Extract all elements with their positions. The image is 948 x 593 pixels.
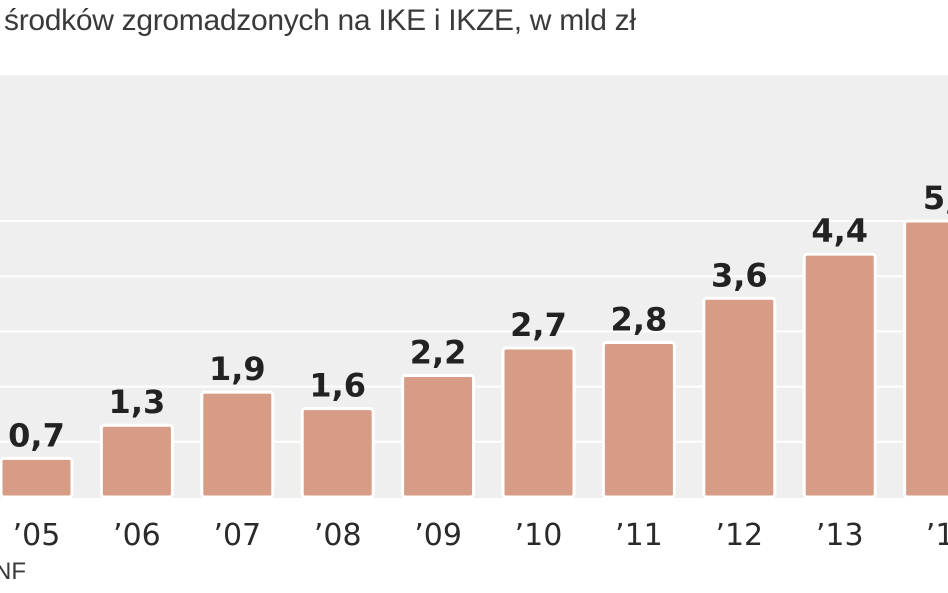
x-tick-label: ’08	[314, 518, 362, 553]
x-tick-label: ’11	[615, 518, 663, 553]
bar	[401, 374, 476, 499]
value-label: 1,3	[109, 383, 166, 421]
bars	[0, 219, 948, 499]
x-tick-label: ’06	[113, 518, 161, 553]
x-tick-label: ’07	[213, 518, 261, 553]
x-axis-ticks: ’05 ’06 ’07 ’08 ’09 ’10 ’11 ’12 ’13 ’1	[13, 518, 948, 553]
x-tick-label: ’12	[715, 518, 763, 553]
bar	[200, 390, 275, 499]
value-label: 2,7	[510, 306, 567, 344]
bar	[99, 423, 174, 499]
source-note: NF	[0, 558, 26, 585]
value-label: 3,6	[711, 256, 768, 294]
bar	[601, 340, 676, 499]
x-tick-label: ’10	[515, 518, 563, 553]
x-tick-label: ’09	[414, 518, 462, 553]
bar	[903, 219, 948, 499]
bar	[802, 252, 877, 499]
value-label: 5,	[923, 179, 948, 217]
value-label: 2,8	[611, 300, 668, 338]
x-tick-label: ’05	[13, 518, 61, 553]
x-tick-label: ’1	[926, 518, 948, 553]
x-tick-label: ’13	[816, 518, 864, 553]
value-label: 1,6	[309, 367, 366, 405]
bar	[702, 296, 777, 499]
value-label: 2,2	[410, 334, 467, 372]
bar	[501, 346, 576, 499]
value-label: 0,7	[8, 416, 65, 454]
value-labels: 0,7 1,3 1,9 1,6 2,2 2,7 2,8 3,6 4,4 5,	[8, 179, 948, 454]
bar	[300, 407, 375, 499]
bar	[0, 456, 74, 499]
value-label: 4,4	[811, 212, 868, 250]
value-label: 1,9	[209, 350, 266, 388]
chart-title: środków zgromadzonych na IKE i IKZE, w m…	[4, 4, 636, 37]
